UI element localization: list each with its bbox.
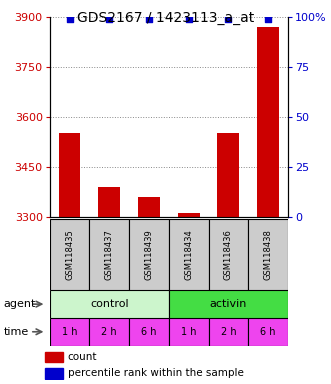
Bar	[217, 133, 239, 217]
Text: control: control	[90, 299, 128, 309]
Text: agent: agent	[3, 299, 36, 309]
Bar	[209, 219, 248, 290]
Text: 6 h: 6 h	[141, 327, 157, 337]
Text: 1 h: 1 h	[62, 327, 77, 337]
Text: time: time	[3, 327, 28, 337]
Bar	[59, 133, 80, 217]
Point	[226, 16, 231, 22]
Point	[265, 16, 271, 22]
Text: GDS2167 / 1423113_a_at: GDS2167 / 1423113_a_at	[77, 11, 254, 25]
Text: GSM118436: GSM118436	[224, 229, 233, 280]
Text: GSM118438: GSM118438	[263, 229, 273, 280]
Text: GSM118437: GSM118437	[105, 229, 114, 280]
Bar	[169, 290, 288, 318]
Text: GSM118439: GSM118439	[144, 229, 154, 280]
Text: 6 h: 6 h	[260, 327, 276, 337]
Bar	[98, 187, 120, 217]
Bar	[50, 290, 169, 318]
Bar	[129, 318, 169, 346]
Text: 1 h: 1 h	[181, 327, 196, 337]
Bar	[138, 197, 160, 217]
Text: 2 h: 2 h	[101, 327, 117, 337]
Text: GSM118434: GSM118434	[184, 229, 193, 280]
Text: activin: activin	[210, 299, 247, 309]
Bar	[169, 318, 209, 346]
Bar	[178, 214, 200, 217]
Bar	[209, 318, 248, 346]
Point	[67, 16, 72, 22]
Bar	[169, 219, 209, 290]
Bar	[129, 219, 169, 290]
Bar	[45, 368, 63, 379]
Bar	[248, 219, 288, 290]
Bar	[45, 352, 63, 362]
Point	[107, 16, 112, 22]
Bar	[248, 318, 288, 346]
Text: percentile rank within the sample: percentile rank within the sample	[68, 368, 243, 378]
Text: GSM118435: GSM118435	[65, 229, 74, 280]
Point	[146, 16, 152, 22]
Point	[186, 16, 191, 22]
Bar	[89, 318, 129, 346]
Bar	[89, 219, 129, 290]
Bar	[50, 318, 89, 346]
Text: count: count	[68, 352, 97, 362]
Bar	[50, 219, 89, 290]
Bar	[257, 26, 279, 217]
Text: 2 h: 2 h	[220, 327, 236, 337]
